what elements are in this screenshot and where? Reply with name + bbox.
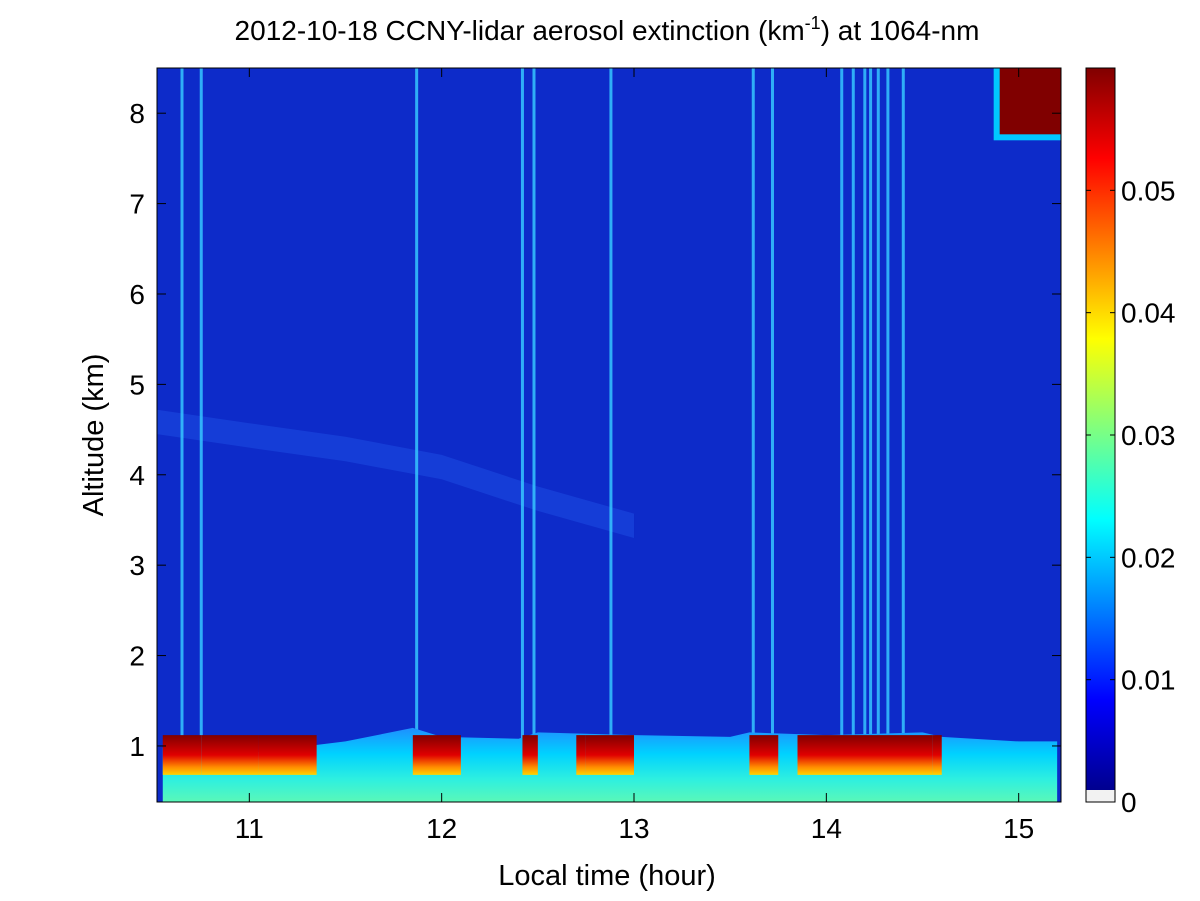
- saturated-segment-3: [258, 735, 317, 775]
- heatmap-field: [157, 68, 1061, 802]
- cloud-streak-3: [415, 68, 419, 802]
- colorbar-underflow: [1086, 790, 1115, 802]
- y-axis-ticks: 1 2 3 4 5 6 7 8: [129, 98, 1061, 762]
- cloud-streak-7: [751, 68, 755, 802]
- boundary-layer: [162, 727, 1058, 802]
- y-tick-label: 1: [129, 731, 145, 762]
- cloud-streak-4: [520, 68, 524, 802]
- cloud-streak-14: [886, 68, 890, 802]
- x-tick-label: 14: [811, 813, 842, 844]
- chart-title-superscript: -1: [805, 13, 821, 33]
- y-tick-label: 5: [129, 369, 145, 400]
- colorbar-tick-label: 0.02: [1121, 542, 1176, 573]
- y-tick-label: 3: [129, 550, 145, 581]
- y-axis-label: Altitude (km): [78, 354, 110, 517]
- cloud-streak-10: [851, 68, 855, 802]
- x-tick-label: 12: [426, 813, 457, 844]
- x-tick-label: 15: [1003, 813, 1034, 844]
- saturated-segment-2: [201, 735, 259, 775]
- elevated-aerosol-band: [157, 409, 635, 539]
- colorbar-tick-label: 0.03: [1121, 420, 1176, 451]
- cloud-streak-8: [770, 68, 774, 802]
- cloud-streak-15: [901, 68, 905, 802]
- colorbar-ticks: 0 0.01 0.02 0.03 0.04 0.05: [1086, 175, 1176, 818]
- cloud-streaks: [180, 68, 905, 802]
- cloud-streak-11: [863, 68, 867, 802]
- saturated-segment-10: [932, 735, 942, 775]
- chart-title: 2012-10-18 CCNY-lidar aerosol extinction…: [235, 13, 980, 46]
- y-tick-label: 2: [129, 641, 145, 672]
- colorbar-tick-label: 0.05: [1121, 175, 1176, 206]
- cloud-streak-5: [532, 68, 536, 802]
- saturated-segment-1: [162, 735, 202, 775]
- saturated-segment-5: [522, 735, 538, 775]
- saturated-segment-4: [412, 735, 461, 775]
- cloud-streak-9: [840, 68, 844, 802]
- y-tick-label: 7: [129, 189, 145, 220]
- cloud-streak-6: [609, 68, 613, 802]
- y-tick-label: 4: [129, 460, 145, 491]
- plot-frame: [156, 67, 1062, 803]
- colorbar-gradient: [1086, 68, 1115, 790]
- colorbar-tick-label: 0.01: [1121, 665, 1176, 696]
- colorbar-tick-label: 0.04: [1121, 298, 1176, 329]
- saturated-segment-8: [749, 735, 779, 775]
- elevated-aerosol-layer: [157, 409, 635, 539]
- saturated-segment-7: [585, 735, 635, 775]
- upper-cloud-core: [999, 68, 1061, 135]
- y-tick-label: 6: [129, 279, 145, 310]
- y-tick-label: 8: [129, 98, 145, 129]
- upper-cloud: [993, 68, 1061, 141]
- cloud-streak-13: [876, 68, 880, 802]
- x-axis-label: Local time (hour): [498, 860, 716, 892]
- x-tick-label: 13: [618, 813, 649, 844]
- cloud-streak-12: [869, 68, 873, 802]
- colorbar: 0 0.01 0.02 0.03 0.04 0.05: [1085, 67, 1176, 818]
- saturated-segment-9: [797, 735, 933, 775]
- chart-title-main: 2012-10-18 CCNY-lidar aerosol extinction…: [235, 15, 805, 46]
- chart-title-suffix: ) at 1064-nm: [821, 15, 980, 46]
- cloud-streak-1: [180, 68, 184, 802]
- saturated-segment-6: [576, 735, 586, 775]
- x-tick-label: 11: [235, 813, 264, 844]
- x-axis-ticks: 11 12 13 14 15: [235, 68, 1034, 844]
- colorbar-tick-label: 0: [1121, 787, 1137, 818]
- cloud-streak-2: [199, 68, 203, 802]
